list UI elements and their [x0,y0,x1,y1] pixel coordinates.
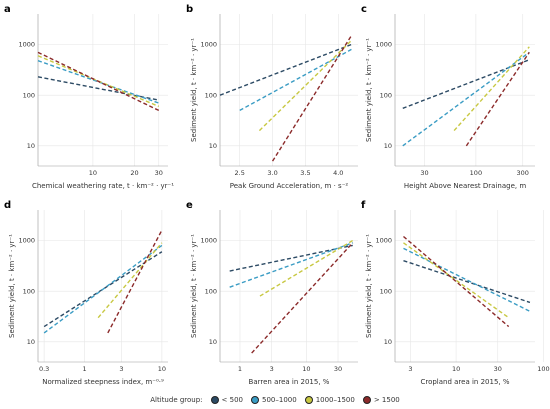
panel-e-trend-2 [259,239,354,297]
legend-swatch-1000-1500 [304,396,313,404]
panel-b-ytick-2: 1000 [200,41,217,49]
panel-a-trend-3 [37,51,160,112]
panel-d-letter: d [4,200,11,211]
panel-b-xtick-2: 3.5 [300,169,310,177]
panel-e-trend-3 [251,242,354,354]
panel-c-xlabel: Height Above Nearest Drainage, m [404,182,526,190]
panel-f-ytick-2: 1000 [375,237,392,245]
panel-f-xtick-2: 30 [494,365,502,373]
legend-item-lt500: < 500 [210,396,243,404]
panel-e-trend-1 [229,242,353,288]
panel-e-ytick-0: 10 [209,338,217,346]
panel-b-ytick-1: 100 [205,91,217,99]
panel-e-ylabel: Sediment yield, t · km⁻² · yr⁻¹ [190,234,198,338]
panel-b-xtick-0: 2.5 [235,169,245,177]
panel-d-xlabel: Normalized steepness index, m⁻⁰·⁹ [42,378,164,386]
panel-c-ytick-2: 1000 [375,41,392,49]
panel-e-xtick-3: 30 [334,365,342,373]
panel-a-xlabel: Chemical weathering rate, t · km⁻² · yr⁻… [32,182,174,190]
panel-c-ytick-0: 10 [384,142,392,150]
panel-f-ytick-1: 100 [380,287,392,295]
legend-label-lt500: < 500 [221,396,243,404]
panel-f-xlabel: Cropland area in 2015, % [420,378,509,386]
panel-a-ytick-0: 10 [27,142,35,150]
panel-a-xtick-0: 10 [89,169,97,177]
panel-f-xtick-1: 10 [452,365,460,373]
panel-c-xtick-0: 30 [420,169,428,177]
panel-d-xtick-0: 0.3 [39,365,49,373]
legend-label-1000-1500: 1000–1500 [315,396,355,404]
panel-f-trend-1 [403,247,531,312]
panel-d-xtick-2: 3 [119,365,123,373]
panel-f-trend-0 [403,260,531,304]
panel-c-ylabel: Sediment yield, t · km⁻² · yr⁻¹ [365,38,373,142]
legend-item-gt1500: > 1500 [362,396,400,404]
panel-f-trend-3 [403,235,510,328]
panel-a-ytick-1: 100 [23,91,35,99]
panel-f-ytick-0: 10 [384,338,392,346]
panel-d-ytick-1: 100 [23,287,35,295]
altitude-legend: Altitude group: < 500 500–1000 1000–1500… [0,393,550,407]
panel-e-xlabel: Barren area in 2015, % [249,378,330,386]
panel-d-trend-1 [43,244,163,334]
panel-f-letter: f [361,200,366,211]
legend-swatch-gt1500 [362,396,371,404]
panel-a-xtick-2: 30 [155,169,163,177]
panel-b-letter: b [186,4,193,15]
panel-b-xtick-1: 3.0 [267,169,277,177]
panel-f-trend-2 [403,242,510,319]
legend-swatch-500-1000 [251,396,259,404]
panel-f-xtick-0: 3 [408,365,412,373]
panel-d-trend-0 [43,251,163,328]
panel-e-xtick-1: 3 [270,365,274,373]
panel-e-xtick-0: 1 [238,365,242,373]
panel-e-letter: e [186,200,193,211]
panel-e-ytick-1: 100 [205,287,217,295]
panel-e-ytick-2: 1000 [200,237,217,245]
panel-a-xtick-1: 20 [130,169,138,177]
panel-f-xtick-3: 100 [537,365,549,373]
legend-label-500-1000: 500–1000 [262,396,297,404]
panel-c-ytick-1: 100 [380,91,392,99]
panel-b-xtick-3: 4.0 [333,169,343,177]
panel-a-trend-1 [37,59,159,104]
legend-title: Altitude group: [150,396,203,404]
panel-c-letter: c [361,4,367,15]
panel-c-trend-1 [402,51,530,147]
panel-d-xtick-3: 10 [158,365,166,373]
panel-b-trend-1 [239,48,352,112]
legend-label-gt1500: > 1500 [373,396,400,404]
panel-d-trend-2 [97,242,163,319]
panel-f-ylabel: Sediment yield, t · km⁻² · yr⁻¹ [365,234,373,338]
legend-item-500-1000: 500–1000 [251,396,297,404]
panel-c-xtick-1: 100 [470,169,482,177]
panel-b-ytick-0: 10 [209,142,217,150]
panel-a-trend-0 [37,76,159,101]
panel-c-trend-2 [453,46,530,132]
panel-c-xtick-2: 300 [517,169,529,177]
panel-b-ylabel: Sediment yield, t · km⁻² · yr⁻¹ [190,38,198,142]
panel-d-ytick-0: 10 [27,338,35,346]
panel-e-xtick-2: 10 [302,365,310,373]
panel-c-trend-3 [465,51,530,147]
panel-e-trend-0 [229,244,353,272]
panel-a-ytick-2: 1000 [18,41,35,49]
panel-d-ytick-2: 1000 [18,237,35,245]
legend-item-1000-1500: 1000–1500 [304,396,355,404]
panel-a-letter: a [4,4,11,15]
panel-b-xlabel: Peak Ground Acceleration, m · s⁻² [230,182,349,190]
panel-b-trend-3 [271,35,353,162]
panel-d-xtick-1: 1 [82,365,86,373]
legend-swatch-lt500 [210,396,219,404]
panel-b-trend-0 [219,43,352,96]
panel-d-ylabel: Sediment yield, t · km⁻² · yr⁻¹ [8,234,16,338]
panel-b-trend-2 [258,39,352,132]
